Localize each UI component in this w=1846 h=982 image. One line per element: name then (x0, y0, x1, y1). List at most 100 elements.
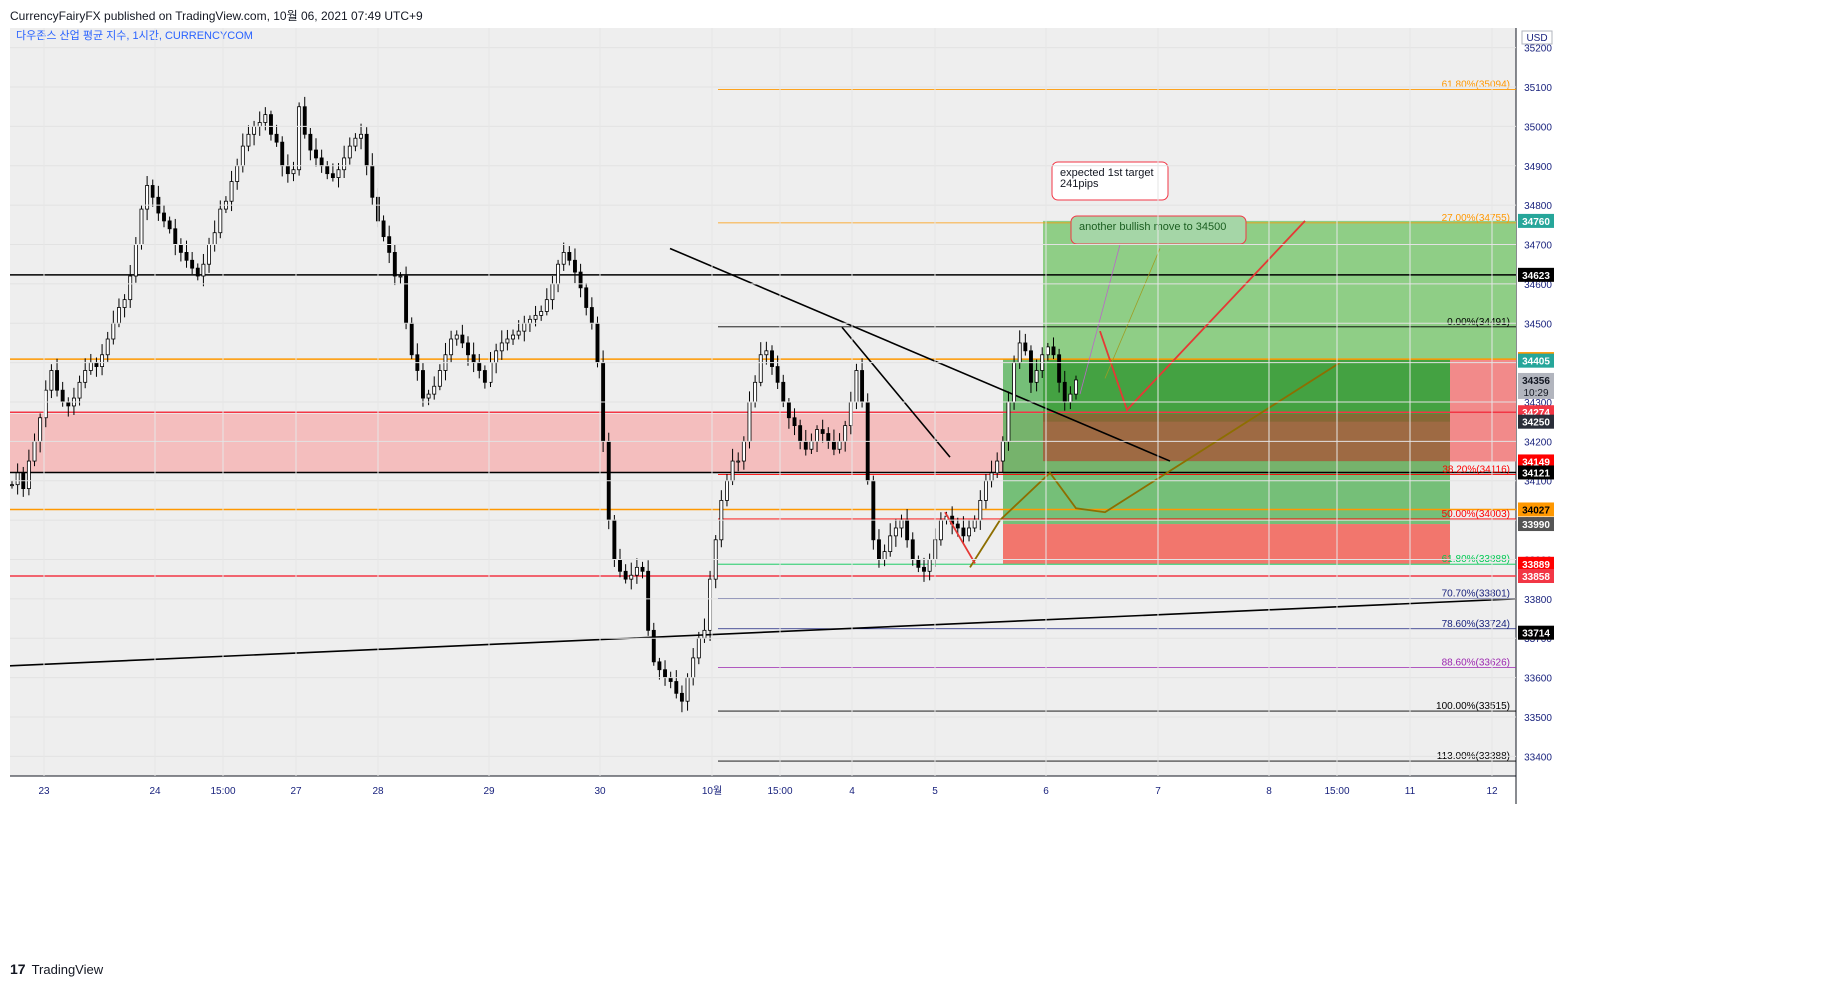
annotation-pointer (1079, 244, 1121, 395)
bearish-candle (781, 381, 786, 403)
bearish-candle (786, 401, 791, 419)
bearish-candle (668, 677, 673, 682)
bullish-candle (449, 338, 454, 356)
bearish-candle (663, 669, 667, 678)
bullish-candle (77, 381, 82, 399)
chart-area[interactable]: 다우존스 산업 평균 지수, 1시간, CURRENCYCOM USD 61.8… (9, 28, 1836, 966)
price-label-box (1518, 569, 1554, 584)
bullish-candle (105, 338, 110, 356)
price-label-box (1518, 372, 1554, 399)
publish-info: CurrencyFairyFX published on TradingView… (10, 9, 423, 23)
bullish-candle (725, 480, 729, 501)
time-axis-background (10, 776, 1516, 804)
fib-level-label: 100.00%(33515) (1436, 701, 1510, 712)
x-tick-label: 28 (372, 786, 384, 797)
bullish-candle (978, 500, 983, 521)
bearish-candle (640, 566, 645, 572)
bullish-candle (815, 429, 819, 442)
bullish-candle (1006, 401, 1011, 442)
annotation-text: 241pips (1060, 178, 1099, 190)
bearish-candle (1023, 342, 1028, 352)
annotation-text: another bullish move to 34500 (1079, 221, 1226, 233)
bullish-candle (967, 527, 971, 537)
currency-badge: USD (1521, 30, 1553, 45)
bullish-candle (83, 370, 88, 383)
price-label: 34027 (1522, 505, 1550, 516)
bullish-candle (49, 370, 54, 391)
price-chart[interactable]: 다우존스 산업 평균 지수, 1시간, CURRENCYCOM USD 61.8… (9, 28, 1836, 966)
y-tick-label: 33400 (1524, 752, 1552, 763)
bearish-candle (274, 133, 279, 143)
y-tick-label: 34200 (1524, 437, 1552, 448)
bullish-candle (38, 417, 43, 442)
bullish-candle (938, 519, 943, 541)
fib-level-label: 38.20%(34116) (1442, 464, 1510, 475)
y-tick-label: 34500 (1524, 319, 1552, 330)
y-tick-label: 33600 (1524, 674, 1552, 685)
bullish-candle (533, 314, 538, 320)
bullish-candle (702, 629, 707, 639)
y-tick-label: 33500 (1524, 713, 1552, 724)
price-label-box (1518, 353, 1554, 368)
price-label: 34121 (1522, 468, 1550, 479)
price-label: 34405 (1522, 357, 1550, 368)
bearish-candle (330, 173, 335, 179)
bullish-candle (432, 385, 437, 395)
bullish-candle (899, 519, 904, 529)
bullish-candle (989, 472, 994, 482)
bearish-candle (584, 287, 589, 308)
bearish-candle (1051, 346, 1056, 356)
bullish-candle (685, 677, 690, 702)
bullish-candle (252, 126, 257, 135)
x-tick-label: 8 (1266, 786, 1272, 797)
x-tick-label: 11 (1405, 786, 1416, 797)
bullish-candle (240, 145, 245, 167)
bearish-candle (392, 251, 397, 277)
x-tick-label: 15:00 (767, 786, 792, 797)
bearish-candle (679, 692, 684, 702)
bullish-candle (550, 283, 555, 301)
bearish-candle (567, 251, 572, 261)
bearish-candle (477, 362, 482, 371)
price-label-box (1518, 465, 1554, 480)
bearish-candle (460, 334, 465, 344)
bullish-candle (983, 480, 988, 501)
x-tick-label: 24 (149, 786, 161, 797)
bearish-candle (803, 440, 808, 450)
brand-label: TradingView (31, 961, 104, 977)
price-label: 33889 (1522, 560, 1550, 571)
bullish-candle (1074, 379, 1078, 395)
bullish-candle (15, 472, 20, 486)
x-tick-label: 7 (1155, 786, 1161, 797)
bearish-candle (150, 185, 155, 198)
annotation-box (1051, 161, 1169, 201)
bearish-candle (167, 220, 172, 230)
bearish-candle (831, 440, 836, 450)
bearish-candle (646, 570, 651, 631)
price-label: 34149 (1522, 457, 1550, 468)
fib-level-label: 61.80%(35094) (1442, 79, 1510, 90)
bullish-candle (758, 354, 763, 383)
bullish-candle (511, 334, 515, 340)
bullish-candle (747, 401, 752, 442)
position-2-loss-zone (1003, 524, 1450, 564)
overlap-zone (1043, 359, 1450, 422)
bearish-candle (94, 362, 99, 367)
bullish-candle (691, 657, 696, 678)
currency-badge-box (1521, 30, 1553, 45)
y-tick-label: 34800 (1524, 201, 1552, 212)
bearish-candle (471, 354, 476, 364)
price-label: 33990 (1522, 520, 1550, 531)
bearish-candle (285, 165, 290, 175)
price-label-box (1518, 502, 1554, 517)
bullish-candle (246, 133, 251, 147)
steep-trendline (841, 326, 951, 458)
bullish-candle (353, 137, 358, 147)
bearish-candle (623, 570, 628, 580)
bullish-candle (544, 299, 549, 312)
bearish-candle (55, 370, 59, 391)
bullish-candle (145, 185, 150, 210)
bearish-candle (421, 370, 425, 399)
bearish-candle (1057, 354, 1062, 383)
y-tick-label: 34600 (1524, 280, 1552, 291)
